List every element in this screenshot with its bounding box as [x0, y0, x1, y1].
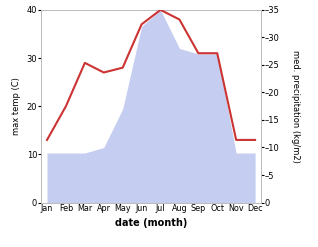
X-axis label: date (month): date (month) — [115, 219, 187, 228]
Y-axis label: max temp (C): max temp (C) — [12, 77, 21, 135]
Y-axis label: med. precipitation (kg/m2): med. precipitation (kg/m2) — [291, 50, 300, 163]
